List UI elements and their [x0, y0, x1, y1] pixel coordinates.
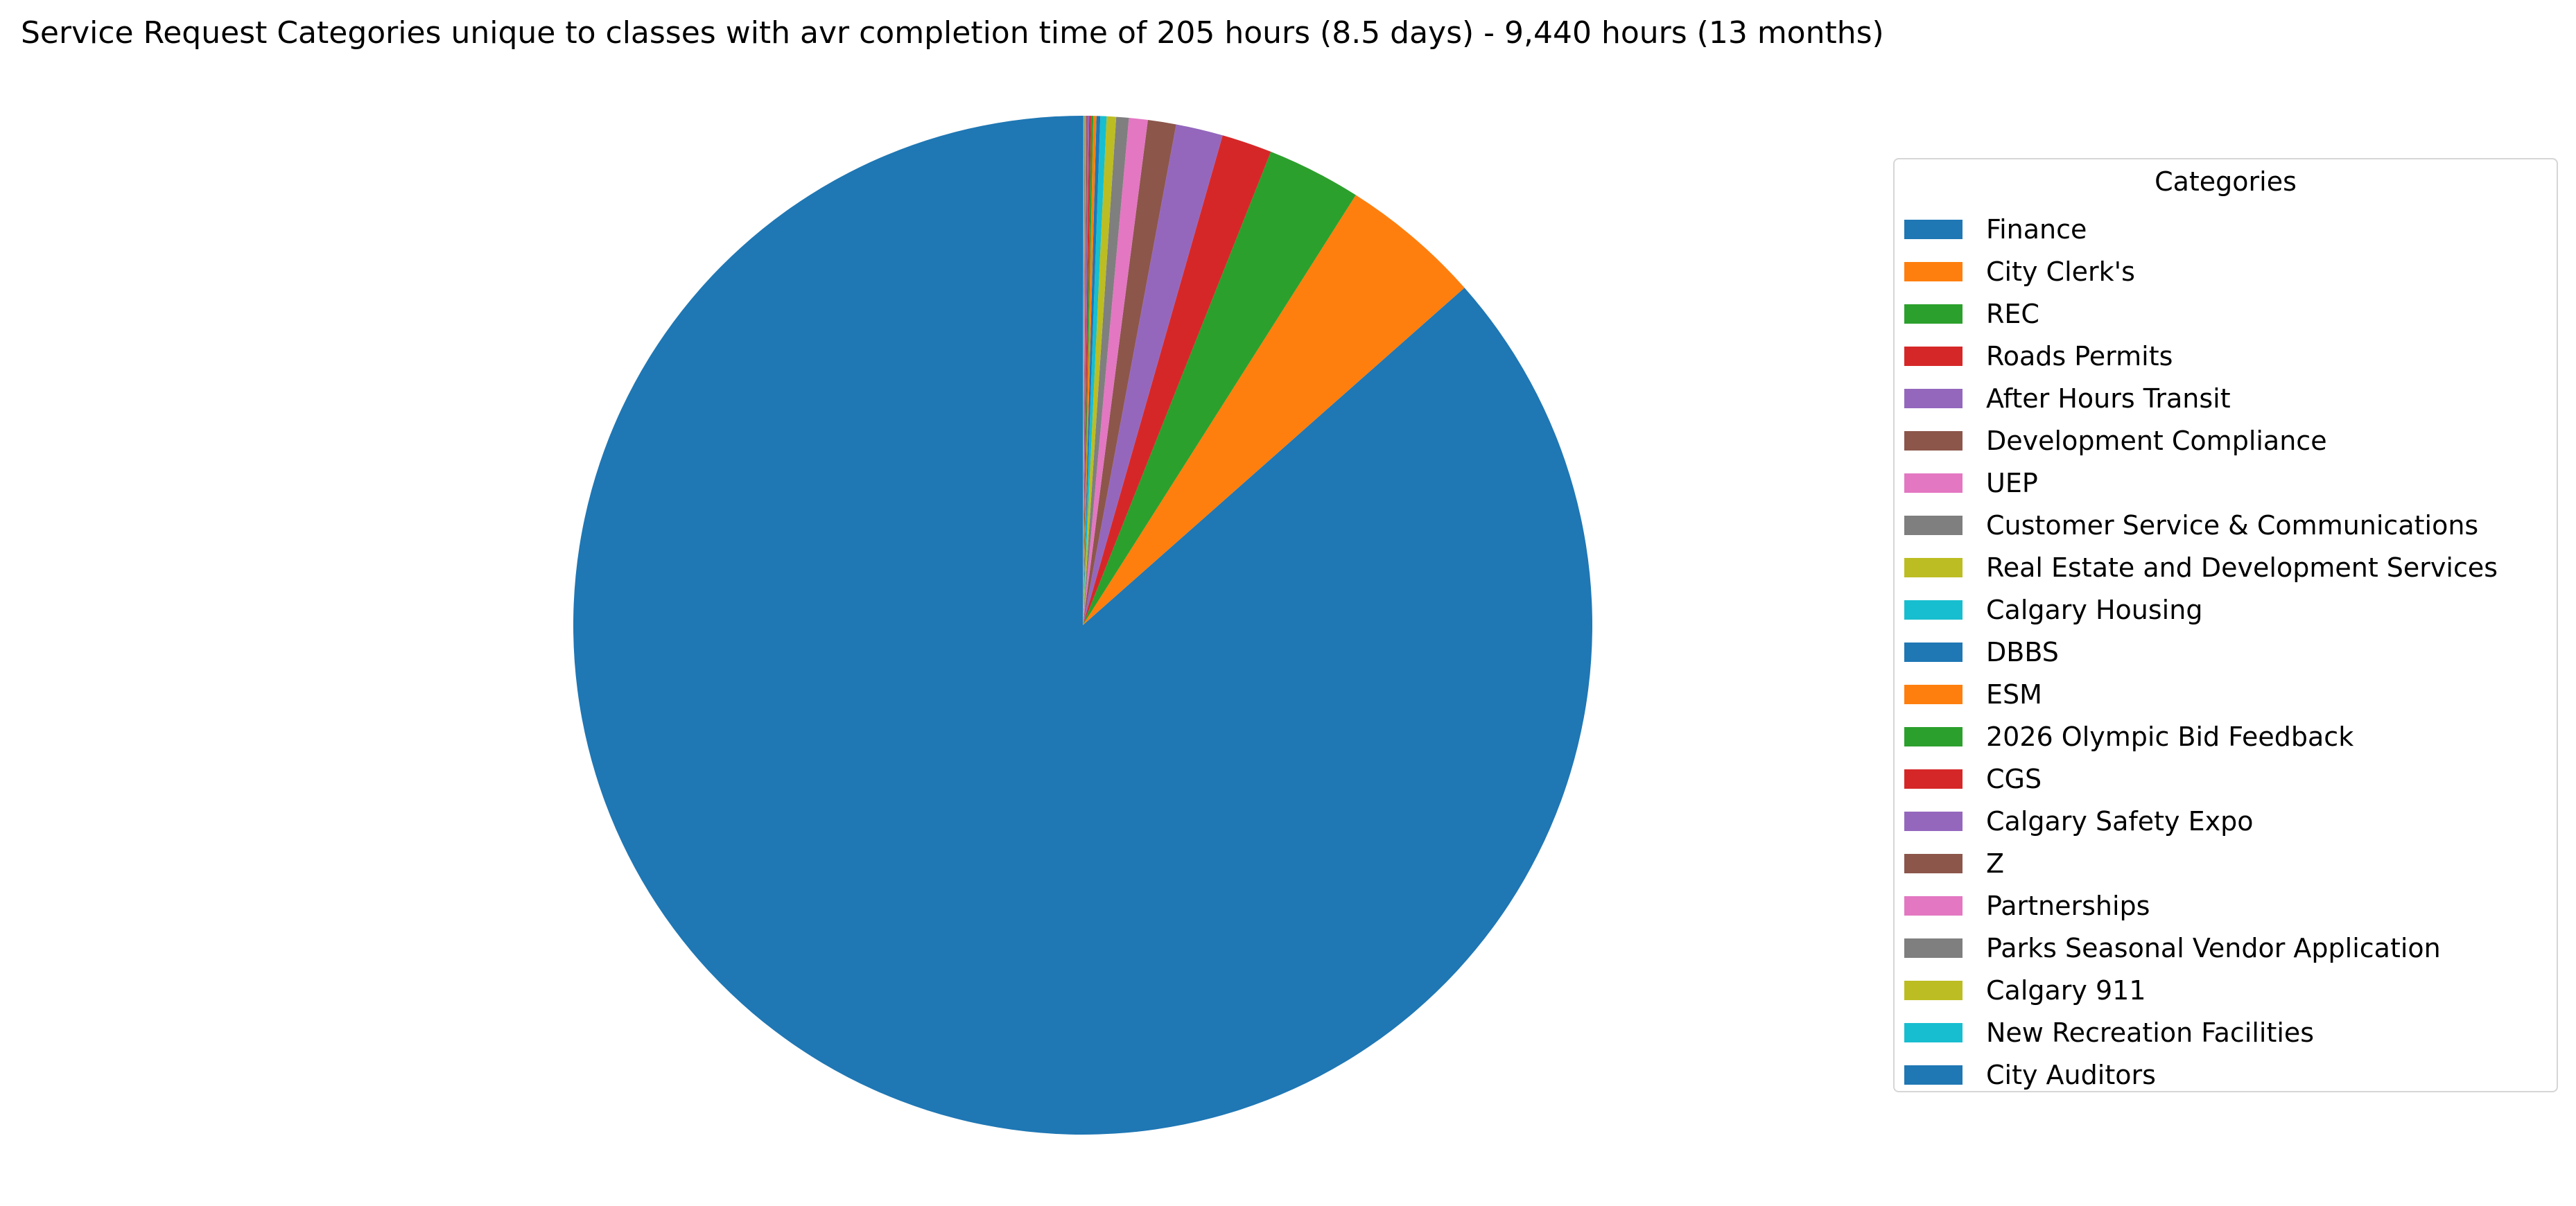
legend-label: New Recreation Facilities: [1986, 1017, 2315, 1048]
legend-swatch: [1904, 557, 1963, 577]
legend-swatch: [1904, 430, 1963, 451]
legend-item: Calgary Housing: [1904, 588, 2498, 631]
pie-slice-rec: [1083, 151, 1356, 625]
legend-label: Customer Service & Communications: [1986, 509, 2479, 541]
legend-swatch: [1904, 853, 1963, 873]
pie-slice-real-estate-and-development-services: [1083, 116, 1117, 625]
legend-item: Partnerships: [1904, 884, 2498, 927]
legend-label: Parks Seasonal Vendor Application: [1986, 932, 2441, 963]
pie-slice-after-hours-transit: [1083, 124, 1223, 625]
legend-label: Partnerships: [1986, 890, 2150, 921]
legend-swatch: [1904, 1065, 1963, 1085]
pie-slice-partnerships: [1083, 116, 1087, 625]
pie-slice-z: [1083, 116, 1088, 625]
legend-item: New Recreation Facilities: [1904, 1011, 2498, 1054]
pie-slice-dbbs: [1083, 116, 1101, 625]
legend-item: Development Compliance: [1904, 419, 2498, 462]
pie-slice-parks-seasonal-vendor-application: [1083, 116, 1086, 625]
pie-slice-uep: [1083, 118, 1148, 625]
legend-item: City Clerk's: [1904, 250, 2498, 292]
pie-slice-calgary-911: [1083, 115, 1085, 625]
legend-label: City Clerk's: [1986, 256, 2135, 287]
pie-slice-customer-service-communications: [1083, 116, 1129, 625]
legend-title: Categories: [2155, 166, 2297, 197]
legend-item: Customer Service & Communications: [1904, 504, 2498, 546]
pie-slice-new-recreation-facilities: [1083, 115, 1084, 625]
legend-item: City Auditors: [1904, 1054, 2498, 1096]
legend-item: Calgary 911: [1904, 969, 2498, 1011]
legend-item: DBBS: [1904, 631, 2498, 673]
legend-label: DBBS: [1986, 636, 2059, 667]
legend-label: Development Compliance: [1986, 425, 2327, 456]
pie-slice-development-compliance: [1083, 120, 1176, 625]
legend-item: CGS: [1904, 758, 2498, 800]
legend-item: After Hours Transit: [1904, 377, 2498, 419]
pie-slice-calgary-housing: [1083, 116, 1107, 625]
legend-item: UEP: [1904, 462, 2498, 504]
legend-swatch: [1904, 726, 1963, 746]
legend-swatch: [1904, 261, 1963, 281]
legend-label: Finance: [1986, 213, 2087, 245]
legend-label: REC: [1986, 298, 2039, 329]
pie-slice-roads-permits: [1083, 135, 1271, 626]
pie-slice-esm: [1083, 116, 1097, 625]
legend-label: City Auditors: [1986, 1059, 2156, 1090]
legend-swatch: [1904, 938, 1963, 958]
legend-item: 2026 Olympic Bid Feedback: [1904, 715, 2498, 758]
pie-slice-finance: [573, 116, 1592, 1135]
legend-swatch: [1904, 219, 1963, 239]
legend-swatch: [1904, 980, 1963, 1000]
pie-slice-2026-olympic-bid-feedback: [1083, 116, 1094, 626]
legend-swatch: [1904, 515, 1963, 535]
legend-swatch: [1904, 642, 1963, 662]
legend-item: Finance: [1904, 208, 2498, 250]
legend-item: ESM: [1904, 673, 2498, 715]
legend-swatch: [1904, 473, 1963, 493]
pie-slice-calgary-safety-expo: [1083, 116, 1090, 625]
legend-item: Parks Seasonal Vendor Application: [1904, 927, 2498, 969]
legend-swatch: [1904, 600, 1963, 620]
legend-swatch: [1904, 811, 1963, 831]
legend-item: Z: [1904, 842, 2498, 884]
legend-label: Roads Permits: [1986, 340, 2173, 372]
legend-item: Roads Permits: [1904, 335, 2498, 377]
chart-title: Service Request Categories unique to cla…: [21, 15, 1884, 51]
legend-label: 2026 Olympic Bid Feedback: [1986, 721, 2354, 752]
legend-swatch: [1904, 1022, 1963, 1042]
legend-swatch: [1904, 769, 1963, 789]
legend: Categories Finance City Clerk's REC Roads P…: [1893, 158, 2558, 1092]
legend-swatch: [1904, 346, 1963, 366]
legend-item: Calgary Safety Expo: [1904, 800, 2498, 842]
legend-swatch: [1904, 388, 1963, 408]
legend-swatch: [1904, 895, 1963, 916]
legend-item: Real Estate and Development Services: [1904, 546, 2498, 588]
pie-slice-cgs: [1083, 116, 1091, 625]
legend-label: Calgary 911: [1986, 975, 2146, 1006]
legend-label: Real Estate and Development Services: [1986, 552, 2498, 583]
legend-list: Finance City Clerk's REC Roads Permits After…: [1904, 208, 2498, 1096]
legend-label: ESM: [1986, 679, 2042, 710]
legend-swatch: [1904, 684, 1963, 704]
legend-label: After Hours Transit: [1986, 383, 2231, 414]
legend-item: REC: [1904, 292, 2498, 335]
legend-label: UEP: [1986, 467, 2038, 498]
legend-label: Z: [1986, 848, 2005, 879]
pie-slice-city-clerk-s: [1083, 195, 1465, 625]
legend-label: Calgary Housing: [1986, 594, 2203, 625]
legend-label: Calgary Safety Expo: [1986, 805, 2254, 837]
legend-label: CGS: [1986, 763, 2042, 794]
legend-swatch: [1904, 304, 1963, 324]
